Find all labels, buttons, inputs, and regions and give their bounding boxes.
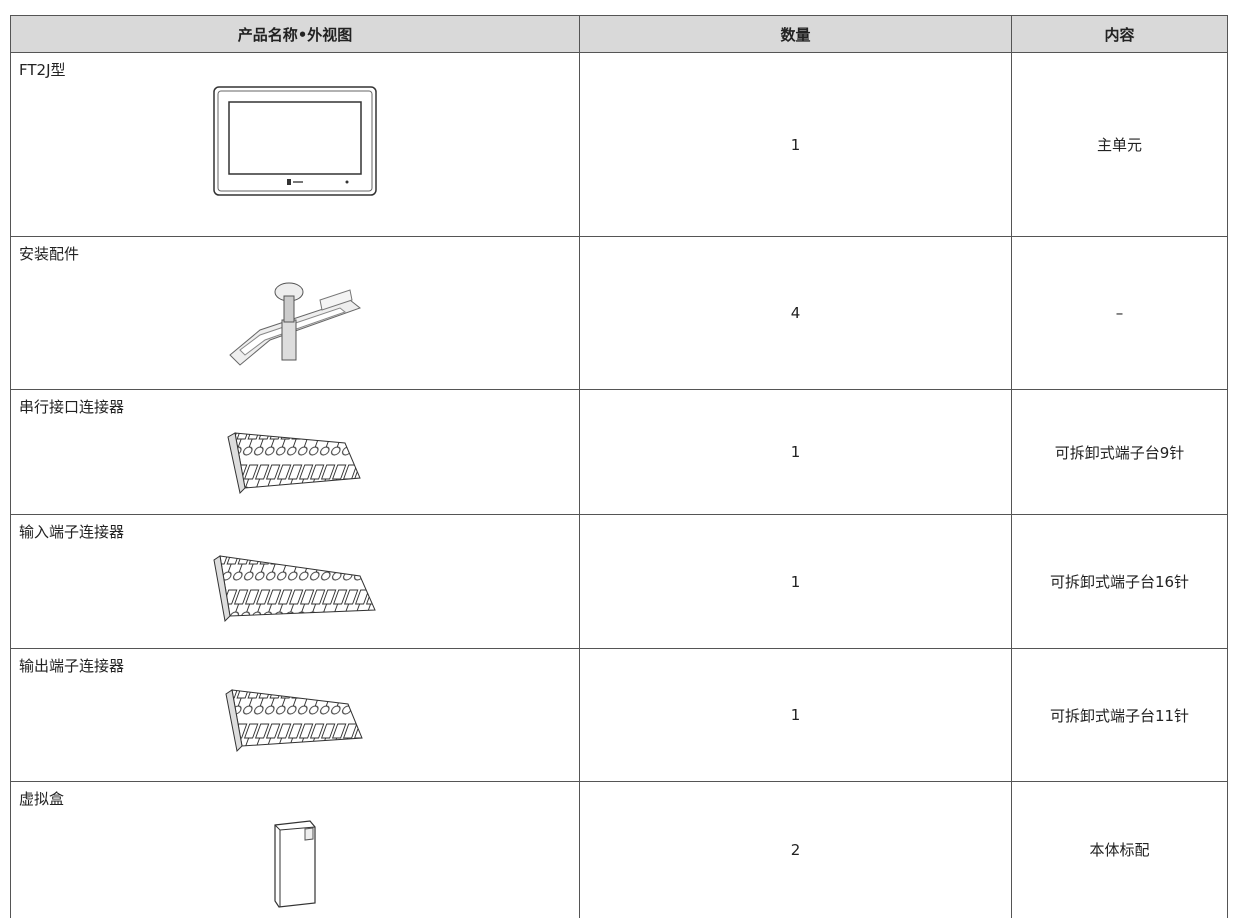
row: FT2J型 1 主单元 [10, 52, 1228, 237]
connector-9-illustration [227, 432, 361, 495]
content-cell: 本体标配 [1011, 781, 1228, 918]
content-cell: 主单元 [1011, 52, 1228, 237]
contents-table: 产品名称•外视图 数量 内容 FT2J型 1 主单元 安装配件 4 – 串行接口… [10, 15, 1228, 918]
product-name: FT2J型 [19, 61, 66, 79]
header-cell: 产品名称•外视图 [10, 15, 580, 53]
quantity-cell: 2 [579, 781, 1012, 918]
quantity-cell: 1 [579, 389, 1012, 515]
name-cell: 串行接口连接器 [10, 389, 580, 515]
quantity-cell: 1 [579, 52, 1012, 237]
content-cell: 可拆卸式端子台9针 [1011, 389, 1228, 515]
row: 安装配件 4 – [10, 236, 1228, 390]
header-row: 产品名称•外视图 数量 内容 [10, 15, 1228, 53]
product-name: 输入端子连接器 [19, 523, 125, 541]
product-name: 安装配件 [19, 245, 80, 263]
quantity-cell: 4 [579, 236, 1012, 390]
bracket-illustration [229, 282, 362, 366]
name-cell: 输出端子连接器 [10, 648, 580, 782]
connector-11-illustration [225, 689, 363, 753]
content-cell: – [1011, 236, 1228, 390]
header-cell: 内容 [1011, 15, 1228, 53]
name-cell: 输入端子连接器 [10, 514, 580, 649]
name-cell: 虚拟盒 [10, 781, 580, 918]
dummy-box-illustration [274, 820, 316, 908]
row: 输入端子连接器 1 可拆卸式端子台16针 [10, 514, 1228, 649]
connector-16-illustration [213, 555, 376, 623]
content-cell: 可拆卸式端子台16针 [1011, 514, 1228, 649]
header-cell: 数量 [579, 15, 1012, 53]
row: 串行接口连接器 1 可拆卸式端子台9针 [10, 389, 1228, 515]
quantity-cell: 1 [579, 514, 1012, 649]
quantity-cell: 1 [579, 648, 1012, 782]
row: 输出端子连接器 1 可拆卸式端子台11针 [10, 648, 1228, 782]
product-name: 串行接口连接器 [19, 398, 125, 416]
product-name: 虚拟盒 [19, 790, 65, 808]
monitor-illustration [213, 86, 377, 196]
name-cell: FT2J型 [10, 52, 580, 237]
name-cell: 安装配件 [10, 236, 580, 390]
row: 虚拟盒 2 本体标配 [10, 781, 1228, 918]
content-cell: 可拆卸式端子台11针 [1011, 648, 1228, 782]
product-name: 输出端子连接器 [19, 657, 125, 675]
